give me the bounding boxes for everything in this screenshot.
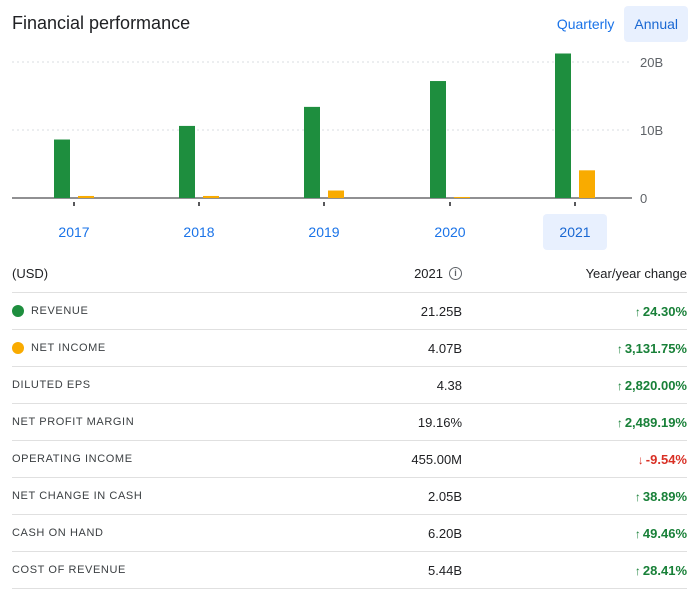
metric-value: 19.16% — [417, 414, 462, 430]
metric-cell: DILUTED EPS — [12, 379, 322, 391]
change-value: 2,489.19% — [624, 414, 687, 430]
change-header: Year/year change — [585, 266, 687, 281]
metric-value: 4.07B — [428, 340, 462, 356]
arrow-up-icon: ↑ — [616, 341, 623, 356]
arrow-up-icon: ↑ — [616, 415, 623, 430]
metric-label: OPERATING INCOME — [12, 453, 133, 465]
arrow-up-icon: ↑ — [634, 304, 641, 319]
revenue-bar[interactable] — [430, 81, 446, 198]
arrow-down-icon: ↓ — [637, 452, 644, 467]
change-cell: ↑ 28.41% — [462, 563, 687, 578]
change-value: -9.54% — [645, 451, 687, 467]
table-row: DILUTED EPS 4.38 ↑ 2,820.00% — [12, 367, 687, 404]
change-cell: ↑ 2,489.19% — [462, 415, 687, 430]
legend-dot-icon — [12, 342, 24, 354]
change-value: 28.41% — [642, 562, 687, 578]
metric-cell: NET INCOME — [12, 342, 322, 354]
change-cell: ↑ 3,131.75% — [462, 341, 687, 356]
metric-label: CASH ON HAND — [12, 527, 104, 539]
legend-dot-icon — [12, 305, 24, 317]
change-cell: ↑ 2,820.00% — [462, 378, 687, 393]
metric-value: 6.20B — [428, 525, 462, 541]
financial-table: (USD) 2021 i Year/year change REVENUE 21.… — [12, 255, 687, 589]
metric-cell: CASH ON HAND — [12, 527, 322, 539]
metric-label: REVENUE — [31, 305, 89, 317]
change-cell: ↑ 38.89% — [462, 489, 687, 504]
net-income-bar[interactable] — [579, 170, 595, 198]
net-income-bar[interactable] — [78, 195, 94, 198]
change-value: 38.89% — [642, 488, 687, 504]
revenue-bar[interactable] — [54, 139, 70, 198]
table-row: NET CHANGE IN CASH 2.05B ↑ 38.89% — [12, 478, 687, 515]
net-income-bar[interactable] — [454, 196, 470, 198]
change-value: 3,131.75% — [624, 340, 687, 356]
table-row: COST OF REVENUE 5.44B ↑ 28.41% — [12, 552, 687, 589]
table-row: OPERATING INCOME 455.00M ↓ -9.54% — [12, 441, 687, 478]
table-row: NET INCOME 4.07B ↑ 3,131.75% — [12, 330, 687, 367]
metric-cell: NET PROFIT MARGIN — [12, 416, 322, 428]
revenue-bar[interactable] — [304, 106, 320, 198]
revenue-bar[interactable] — [179, 125, 195, 198]
year-tab-2018[interactable]: 2018 — [183, 224, 215, 240]
change-cell: ↓ -9.54% — [462, 452, 687, 467]
net-income-bar[interactable] — [328, 190, 344, 198]
y-tick-label: 10B — [640, 123, 663, 138]
metric-value: 2.05B — [428, 488, 462, 504]
y-tick-label: 0 — [640, 191, 647, 206]
page-title: Financial performance — [12, 13, 191, 33]
year-header-label: 2021 — [414, 266, 443, 281]
year-tab-2017[interactable]: 2017 — [58, 224, 90, 240]
y-tick-label: 20B — [640, 55, 663, 70]
year-header: 2021 i — [322, 266, 462, 281]
currency-header: (USD) — [12, 266, 49, 281]
change-cell: ↑ 24.30% — [462, 304, 687, 319]
change-value: 2,820.00% — [624, 377, 687, 393]
info-icon[interactable]: i — [449, 267, 462, 280]
year-tab-2020[interactable]: 2020 — [434, 224, 466, 240]
change-value: 49.46% — [642, 525, 687, 541]
table-row: NET PROFIT MARGIN 19.16% ↑ 2,489.19% — [12, 404, 687, 441]
table-header: (USD) 2021 i Year/year change — [12, 255, 687, 293]
arrow-up-icon: ↑ — [634, 489, 641, 504]
metric-label: COST OF REVENUE — [12, 564, 126, 576]
period-tabs: Quarterly Annual — [547, 6, 688, 42]
arrow-up-icon: ↑ — [634, 526, 641, 541]
tab-annual[interactable]: Annual — [624, 6, 688, 42]
arrow-up-icon: ↑ — [616, 378, 623, 393]
metric-label: NET INCOME — [31, 342, 106, 354]
metric-value: 4.38 — [436, 377, 462, 393]
metric-cell: REVENUE — [12, 305, 322, 317]
table-row: CASH ON HAND 6.20B ↑ 49.46% — [12, 515, 687, 552]
metric-value: 455.00M — [411, 451, 462, 467]
metric-cell: NET CHANGE IN CASH — [12, 490, 322, 502]
metric-value: 21.25B — [420, 303, 462, 319]
metric-label: NET CHANGE IN CASH — [12, 490, 143, 502]
tab-quarterly[interactable]: Quarterly — [556, 16, 615, 32]
change-cell: ↑ 49.46% — [462, 526, 687, 541]
change-value: 24.30% — [642, 303, 687, 319]
metric-cell: OPERATING INCOME — [12, 453, 322, 465]
year-tab-2019[interactable]: 2019 — [308, 224, 340, 240]
table-row: REVENUE 21.25B ↑ 24.30% — [12, 293, 687, 330]
metric-label: NET PROFIT MARGIN — [12, 416, 135, 428]
arrow-up-icon: ↑ — [634, 563, 641, 578]
table-body: REVENUE 21.25B ↑ 24.30% NET INCOME 4.07B ↑ 3,13… — [12, 293, 687, 589]
financial-chart: 20B 10B 0 — [12, 53, 663, 206]
year-tab-2021[interactable]: 2021 — [543, 214, 607, 250]
metric-label: DILUTED EPS — [12, 379, 91, 391]
metric-value: 5.44B — [428, 562, 462, 578]
metric-cell: COST OF REVENUE — [12, 564, 322, 576]
revenue-bar[interactable] — [555, 53, 571, 199]
net-income-bar[interactable] — [203, 195, 219, 198]
